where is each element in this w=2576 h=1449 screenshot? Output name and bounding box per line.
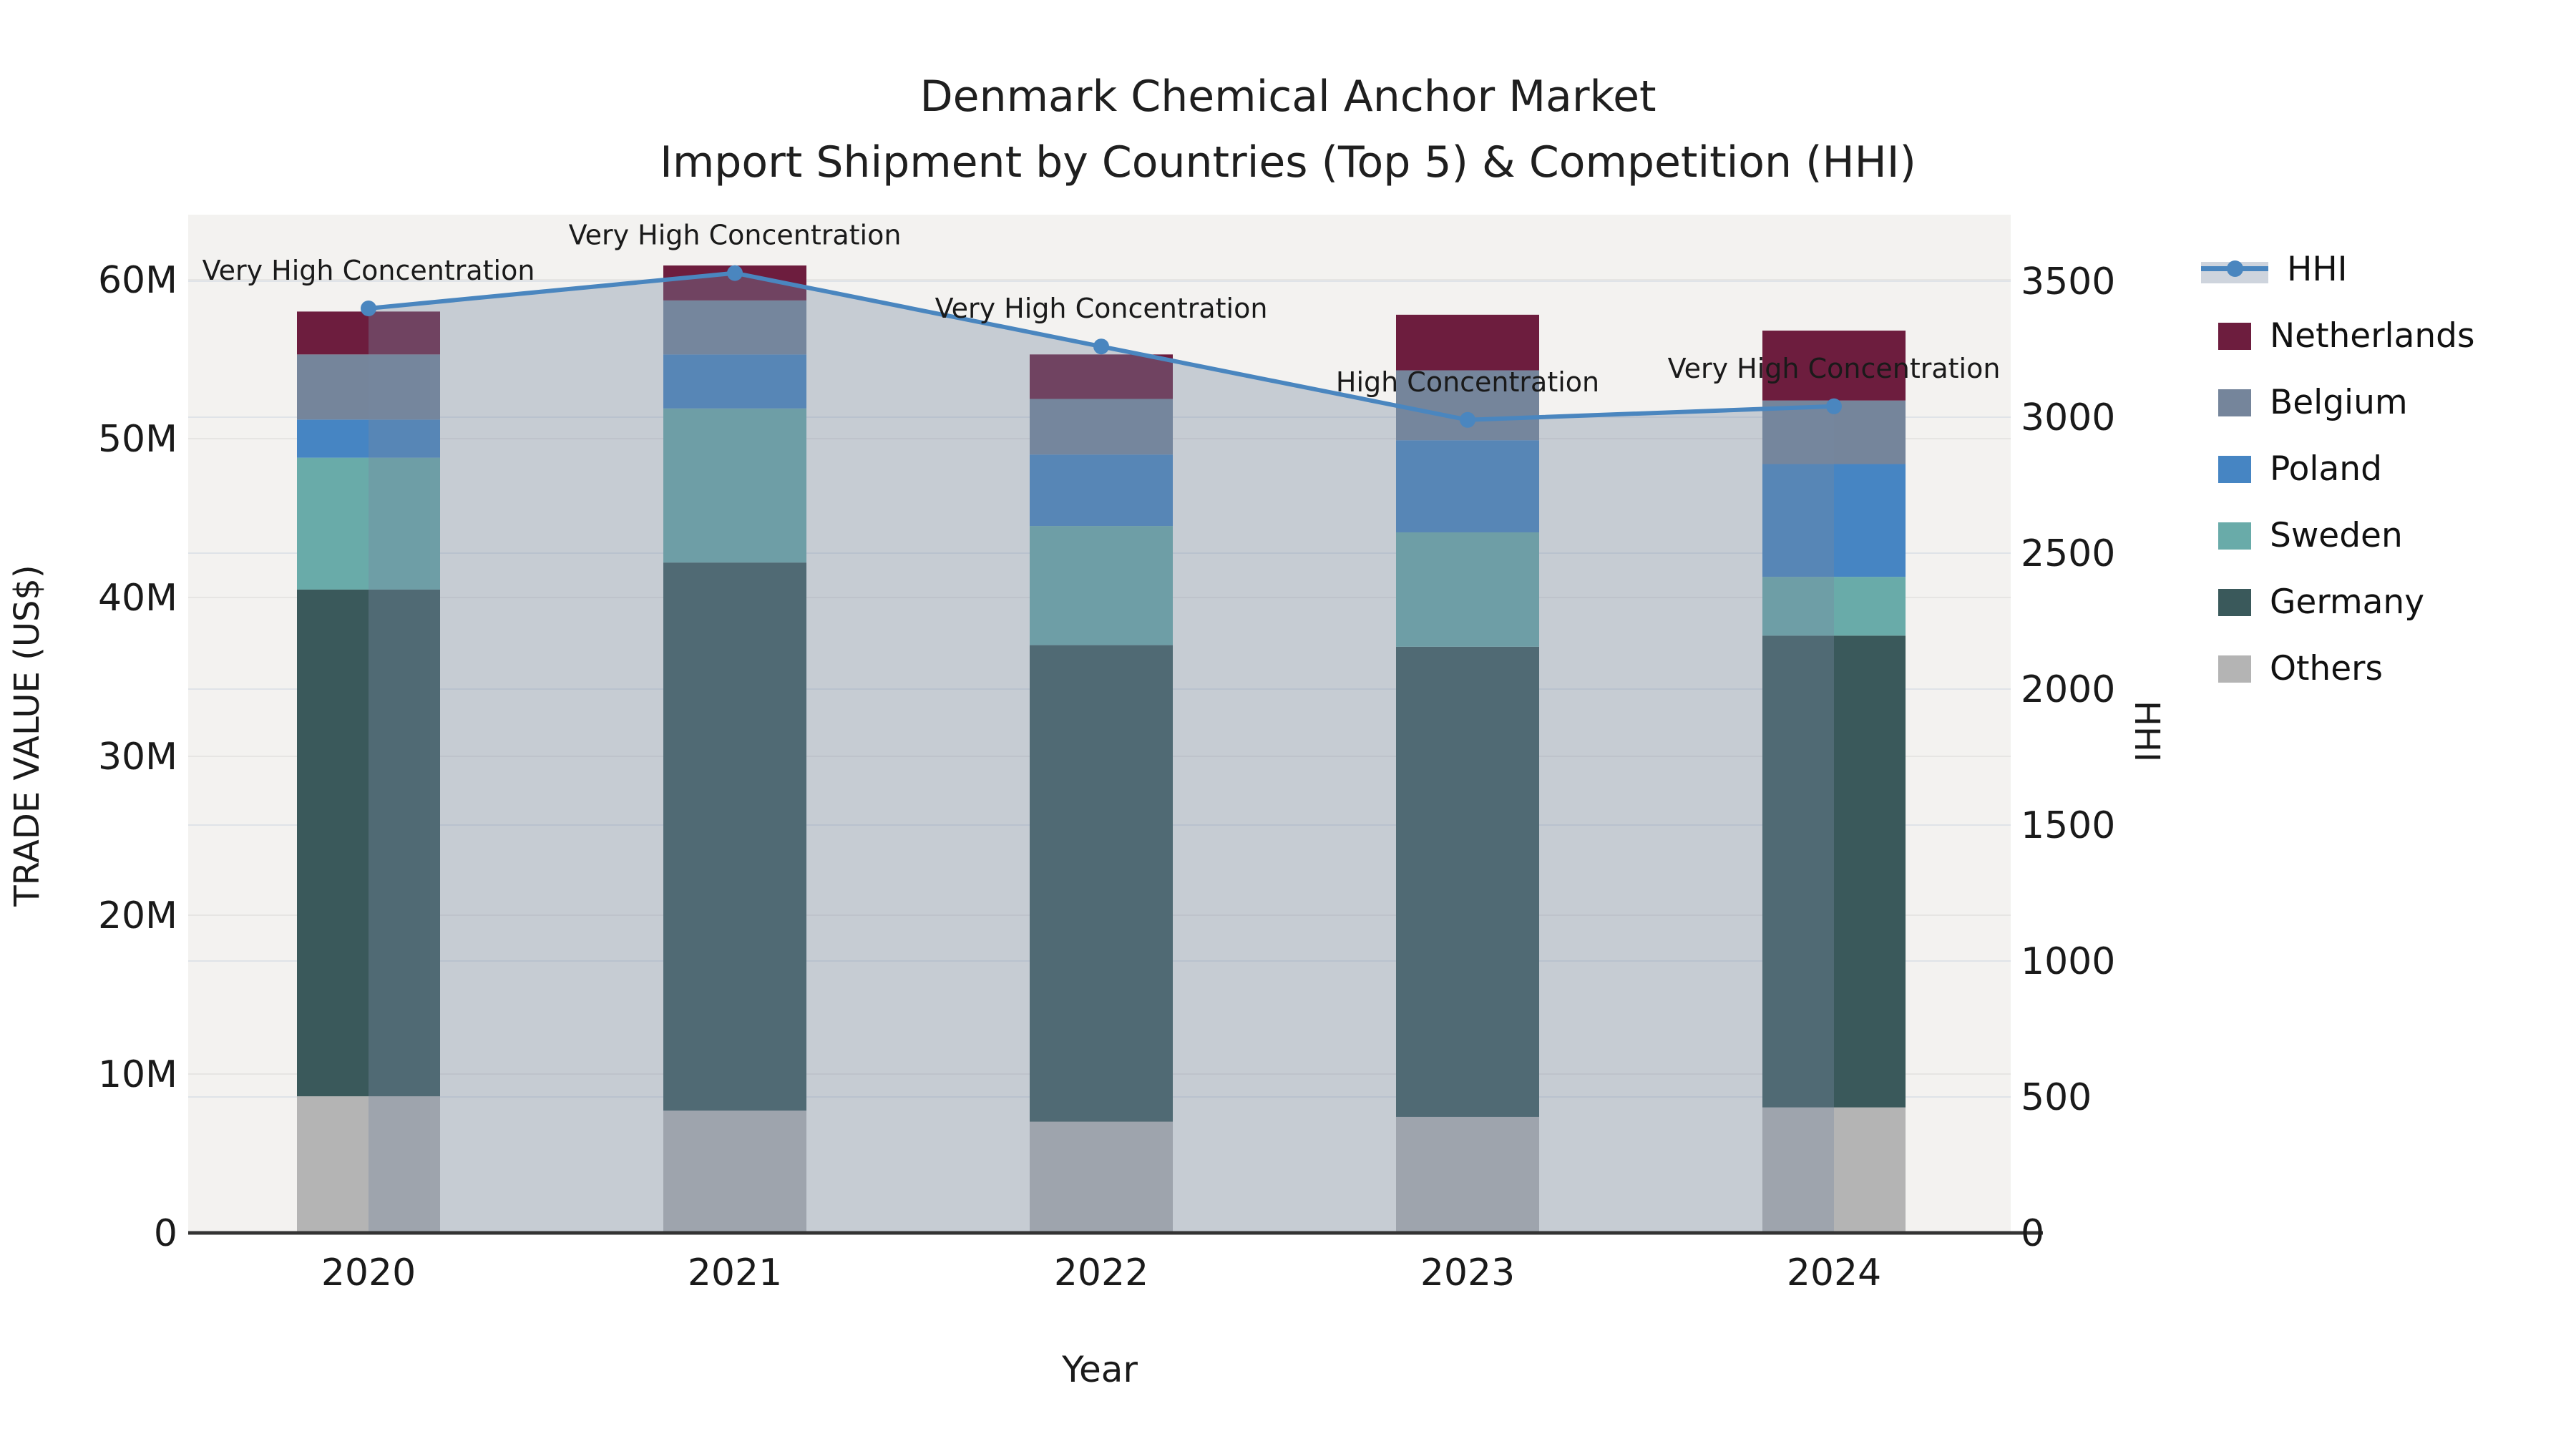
bar-segment-poland-2024 [1762,464,1906,577]
legend-item-germany: Germany [2201,569,2475,635]
legend-label: Others [2270,649,2383,688]
legend-swatch-sweden [2218,522,2251,550]
legend-swatch-poland [2218,455,2251,483]
bar-segment-germany-2022 [1030,645,1173,1122]
bar-segment-others-2024 [1762,1107,1906,1233]
legend-swatch-others [2218,655,2251,683]
annotation-2024: Very High Concentration [1668,353,2001,384]
legend-swatch-belgium [2218,389,2251,416]
tick-label-right: 500 [2021,1076,2092,1119]
tick-label-left: 40M [98,577,177,620]
annotation-2021: Very High Concentration [569,220,902,251]
legend-item-hhi: HHI [2201,236,2475,303]
legend-label: HHI [2287,250,2348,289]
hhi-marker-2021 [727,265,743,281]
tick-label-right: 1000 [2021,940,2115,983]
hhi-marker-2024 [1826,398,1842,414]
bar-segment-germany-2020 [297,589,440,1097]
legend-item-belgium: Belgium [2201,369,2475,436]
legend-item-netherlands: Netherlands [2201,303,2475,369]
tick-label-right: 0 [2021,1212,2044,1255]
bar-segment-netherlands-2023 [1396,314,1539,371]
hhi-marker-2020 [361,301,376,316]
tick-label-left: 30M [98,736,177,779]
bar-segment-sweden-2022 [1030,526,1173,645]
tick-label-left: 50M [98,418,177,461]
bar-segment-poland-2022 [1030,454,1173,527]
bar-segment-belgium-2021 [663,300,806,355]
tick-label-year: 2021 [688,1252,782,1294]
legend-label: Sweden [2270,516,2403,555]
tick-label-left: 0 [154,1212,177,1255]
legend-item-others: Others [2201,635,2475,702]
tick-label-year: 2022 [1054,1252,1148,1294]
bar-segment-germany-2023 [1396,646,1539,1117]
bar-segment-others-2022 [1030,1121,1173,1233]
chart-subtitle: Import Shipment by Countries (Top 5) & C… [660,137,1916,187]
tick-label-right: 3000 [2021,396,2115,439]
bar-segment-netherlands-2024 [1762,331,1906,401]
hhi-line-legend-icon [2201,256,2268,283]
tick-label-right: 3500 [2021,260,2115,303]
tick-label-left: 60M [98,259,177,302]
tick-label-year: 2024 [1787,1252,1881,1294]
bar-segment-sweden-2024 [1762,577,1906,636]
bar-segment-poland-2020 [297,419,440,458]
tick-label-right: 2000 [2021,668,2115,711]
bar-segment-others-2020 [297,1096,440,1233]
tick-label-left: 10M [98,1053,177,1096]
legend-swatch-netherlands [2218,322,2251,350]
legend-label: Germany [2270,582,2425,622]
bar-segment-germany-2024 [1762,635,1906,1108]
annotation-2020: Very High Concentration [203,255,535,286]
bar-segment-belgium-2023 [1396,370,1539,441]
tick-label-year: 2020 [321,1252,416,1294]
bar-segment-sweden-2021 [663,408,806,563]
hhi-marker-2022 [1093,338,1109,355]
hhi-area-fill [369,273,1834,1234]
legend-item-poland: Poland [2201,436,2475,502]
bar-segment-sweden-2023 [1396,532,1539,647]
tick-label-year: 2023 [1420,1252,1515,1294]
chart-title: Denmark Chemical Anchor Market [919,72,1657,122]
annotation-2022: Very High Concentration [935,293,1268,324]
bar-segment-germany-2021 [663,562,806,1111]
bar-segment-others-2023 [1396,1116,1539,1233]
bar-segment-netherlands-2022 [1030,354,1173,399]
tick-label-right: 2500 [2021,532,2115,575]
legend-item-sweden: Sweden [2201,502,2475,569]
legend-swatch-germany [2218,588,2251,616]
bar-segment-netherlands-2020 [297,311,440,355]
tick-label-left: 20M [98,894,177,937]
bar-segment-sweden-2020 [297,457,440,590]
bar-segment-poland-2021 [663,354,806,409]
bar-segment-poland-2023 [1396,440,1539,532]
legend-label: Netherlands [2270,316,2475,356]
x-axis-label: Year [1062,1349,1138,1390]
bar-segment-belgium-2022 [1030,399,1173,455]
annotation-2023: High Concentration [1336,366,1599,398]
bar-segment-belgium-2020 [297,354,440,420]
legend-label: Poland [2270,449,2382,489]
hhi-marker-2023 [1460,411,1475,428]
bar-segment-others-2021 [663,1111,806,1233]
legend: HHI Netherlands Belgium Poland Sweden Germany… [2201,236,2475,702]
tick-label-right: 1500 [2021,804,2115,847]
legend-label: Belgium [2270,383,2408,422]
